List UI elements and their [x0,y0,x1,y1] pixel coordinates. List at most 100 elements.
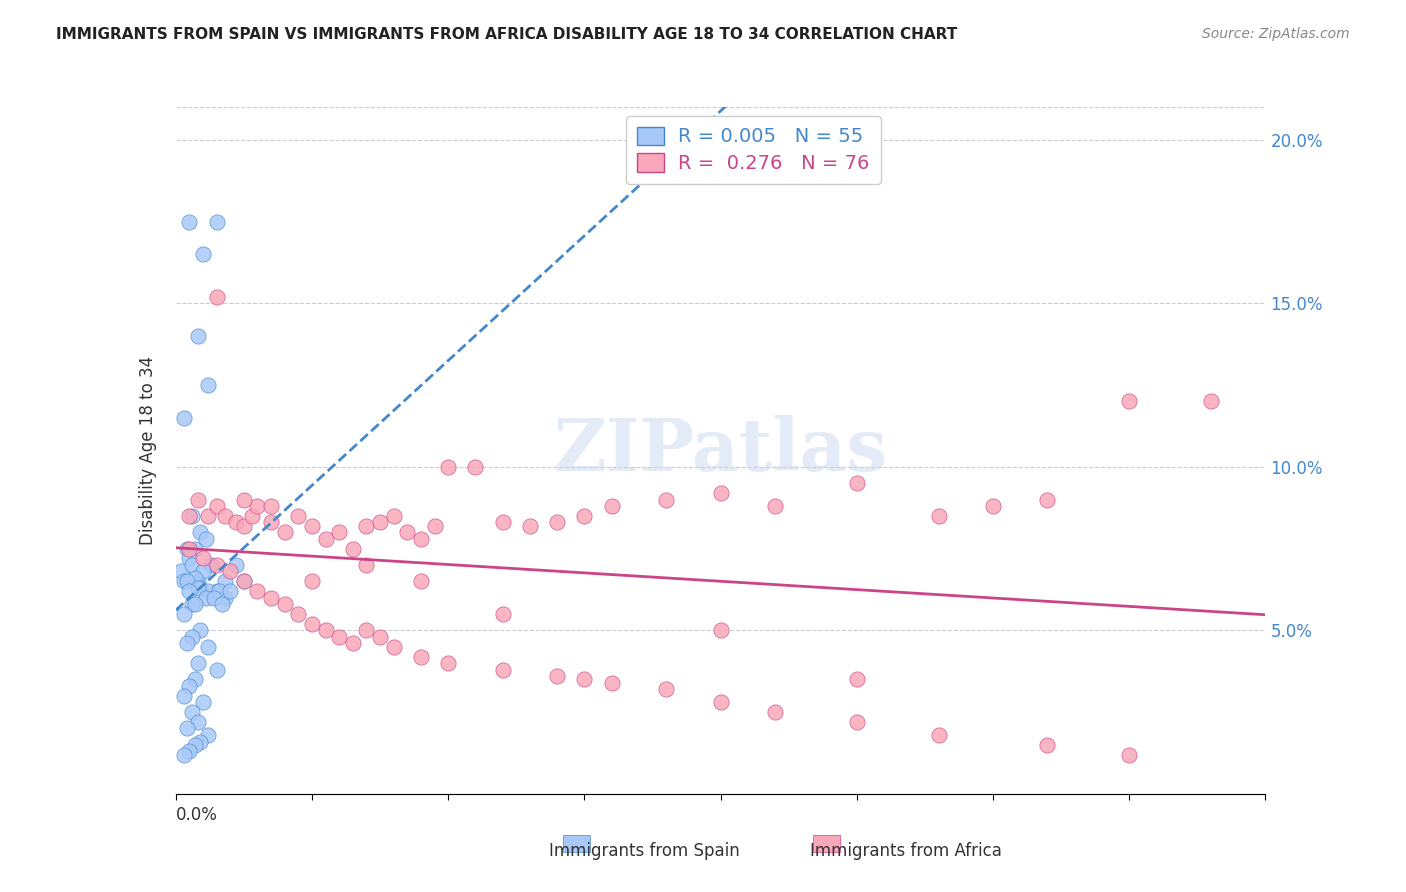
Point [184,673,207,687]
Point [232,574,254,589]
Legend: R = 0.005   N = 55, R =  0.276   N = 76: R = 0.005 N = 55, R = 0.276 N = 76 [626,116,880,184]
Point [173,689,195,703]
Point [655,682,678,697]
Point [186,714,209,729]
Point [173,747,195,762]
Point [1036,738,1059,752]
Point [274,597,297,611]
Point [173,410,195,425]
Point [225,558,247,572]
Point [1118,394,1140,409]
Point [211,597,233,611]
Point [186,581,209,595]
Point [437,459,460,474]
Y-axis label: Disability Age 18 to 34: Disability Age 18 to 34 [139,356,157,545]
Point [186,574,209,589]
Point [205,214,228,228]
Point [188,734,211,748]
Point [710,695,733,709]
Point [342,636,364,650]
Point [246,499,269,513]
Point [197,508,219,523]
Point [409,574,432,589]
Point [356,558,378,572]
Point [214,508,236,523]
Point [342,541,364,556]
Point [246,584,269,599]
Point [179,584,201,599]
Point [200,558,222,572]
Point [981,499,1004,513]
Text: 0.0%: 0.0% [176,806,218,824]
Point [396,525,419,540]
Point [176,722,198,736]
Point [763,499,786,513]
Point [574,673,596,687]
FancyBboxPatch shape [813,835,841,852]
Point [600,499,623,513]
Point [382,508,405,523]
Point [197,584,219,599]
Point [260,591,283,605]
Point [423,518,446,533]
Point [492,663,515,677]
Point [232,518,254,533]
Point [409,649,432,664]
Point [184,597,207,611]
Point [1199,394,1222,409]
Point [205,290,228,304]
Point [205,584,228,599]
Point [173,574,195,589]
Point [655,492,678,507]
Point [184,571,207,585]
Point [191,695,214,709]
Point [219,584,242,599]
Point [928,508,950,523]
Point [356,624,378,638]
Point [301,616,323,631]
Point [1118,747,1140,762]
Point [232,492,254,507]
Point [546,516,568,530]
Point [176,541,198,556]
Point [181,508,204,523]
Point [845,476,868,491]
Point [208,584,231,599]
Point [225,516,247,530]
Point [181,705,204,719]
Point [179,551,201,566]
Point [173,607,195,621]
Point [194,532,217,546]
Point [368,630,391,644]
Point [184,738,207,752]
Point [232,574,254,589]
Point [287,508,309,523]
Point [188,525,211,540]
Point [328,525,350,540]
Point [191,551,214,566]
Point [260,516,283,530]
Point [205,499,228,513]
Point [176,574,198,589]
Point [382,640,405,654]
Point [184,541,207,556]
Point [202,591,225,605]
Point [214,591,236,605]
Point [214,574,236,589]
Point [179,508,201,523]
Point [546,669,568,683]
Point [356,518,378,533]
Point [409,532,432,546]
Point [763,705,786,719]
Text: Immigrants from Spain: Immigrants from Spain [548,842,740,860]
Text: ZIPatlas: ZIPatlas [554,415,887,486]
FancyBboxPatch shape [562,835,591,852]
Point [328,630,350,644]
Point [519,518,541,533]
Point [179,541,201,556]
Point [197,728,219,742]
Point [186,492,209,507]
Point [287,607,309,621]
Text: IMMIGRANTS FROM SPAIN VS IMMIGRANTS FROM AFRICA DISABILITY AGE 18 TO 34 CORRELAT: IMMIGRANTS FROM SPAIN VS IMMIGRANTS FROM… [56,27,957,42]
Text: Source: ZipAtlas.com: Source: ZipAtlas.com [1202,27,1350,41]
